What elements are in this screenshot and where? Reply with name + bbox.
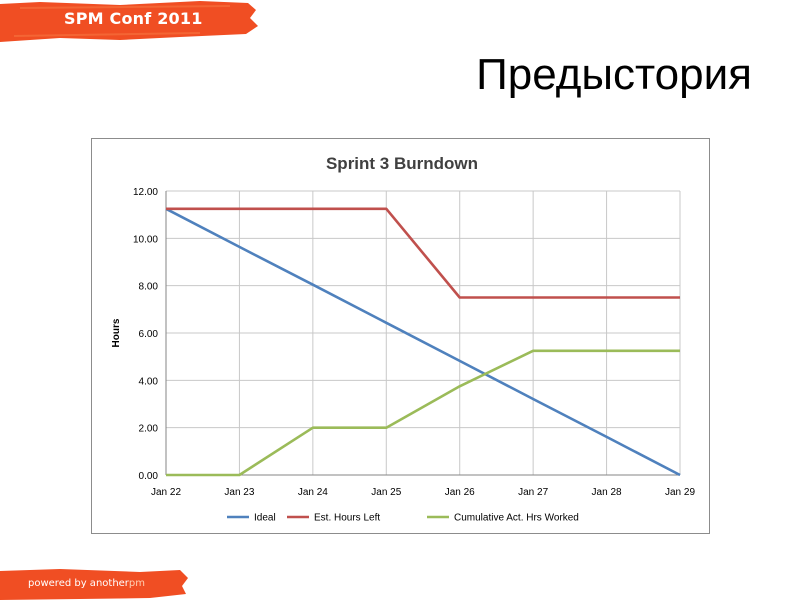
x-tick-label: Jan 27 (518, 487, 548, 498)
chart-legend: Ideal Est. Hours Left Cumulative Act. Hrs … (227, 513, 579, 524)
footer-banner: powered by anotherpm (0, 568, 190, 600)
legend-label-cumulative-act-hrs-worked: Cumulative Act. Hrs Worked (454, 513, 579, 524)
legend-label-est-hours-left: Est. Hours Left (314, 513, 380, 524)
series-line-est-hours-left (166, 207, 680, 299)
burndown-chart: Sprint 3 Burndown Hours 0.00 2.00 4.00 6.00… (111, 154, 695, 524)
chart-title: Sprint 3 Burndown (326, 154, 478, 173)
y-tick-label: 0.00 (139, 471, 159, 482)
y-tick-label: 4.00 (139, 376, 159, 387)
footer-text: powered by anotherpm (28, 578, 145, 589)
x-tick-label: Jan 22 (151, 487, 181, 498)
footer-text-prefix: powered by another (28, 578, 129, 589)
x-tick-label: Jan 24 (298, 487, 328, 498)
x-tick-label: Jan 28 (592, 487, 622, 498)
legend-label-ideal: Ideal (254, 513, 276, 524)
series-line-cumulative-act-hrs-worked (166, 349, 680, 477)
footer-text-accent: pm (128, 578, 146, 589)
slide-title: Предыстория (476, 50, 752, 99)
y-axis-label: Hours (111, 318, 122, 347)
brush-stroke-graphic (0, 1, 258, 42)
series-line-ideal (165, 207, 681, 477)
y-tick-label: 2.00 (139, 424, 159, 435)
footer-brush-graphic (0, 569, 188, 600)
y-tick-label: 6.00 (139, 329, 159, 340)
axis-layer: 0.00 2.00 4.00 6.00 8.00 10.00 12.00 Jan 22 Jan … (133, 187, 695, 498)
x-tick-label: Jan 29 (665, 487, 695, 498)
grid-layer (165, 190, 681, 476)
brand-banner: SPM Conf 2011 (0, 0, 260, 46)
brand-text: SPM Conf 2011 (64, 9, 203, 28)
chart-frame: Sprint 3 Burndown Hours 0.00 2.00 4.00 6.00… (91, 138, 710, 534)
x-tick-label: Jan 23 (224, 487, 254, 498)
y-tick-label: 12.00 (133, 187, 158, 198)
x-tick-label: Jan 26 (445, 487, 475, 498)
y-tick-label: 8.00 (139, 282, 159, 293)
y-tick-label: 10.00 (133, 234, 158, 245)
series-layer (165, 207, 681, 477)
x-tick-label: Jan 25 (371, 487, 401, 498)
